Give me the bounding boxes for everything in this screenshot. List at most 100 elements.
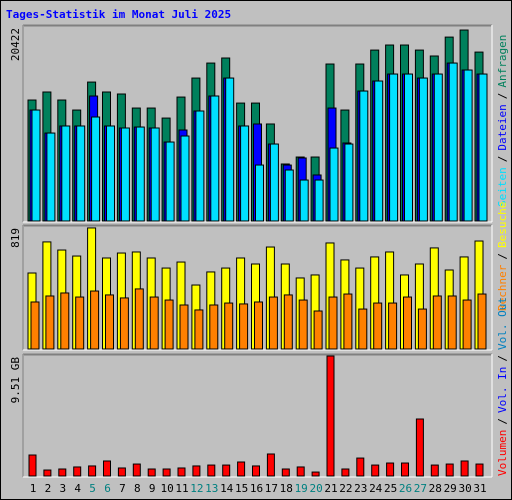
legend-entry: Rechner	[496, 264, 509, 311]
y-tick-label: 20422	[9, 28, 22, 61]
bar	[90, 290, 100, 350]
bar	[46, 132, 56, 222]
legend: Rechner / Besuche	[496, 202, 509, 311]
legend-separator: /	[496, 156, 509, 163]
x-tick-label: 21	[324, 482, 337, 495]
bar	[149, 296, 159, 350]
bar	[177, 467, 186, 477]
x-tick-label: 30	[458, 482, 471, 495]
bar	[359, 90, 369, 222]
legend-separator: /	[496, 253, 509, 260]
x-tick-label: 7	[119, 482, 126, 495]
bar	[103, 460, 111, 477]
bar	[329, 147, 339, 222]
bar	[284, 169, 294, 222]
bar	[299, 179, 309, 222]
bar	[75, 296, 85, 350]
x-tick-label: 31	[473, 482, 486, 495]
panel	[23, 354, 492, 477]
x-tick-label: 15	[235, 482, 248, 495]
bar	[403, 296, 412, 350]
bar	[314, 179, 324, 222]
bar	[389, 73, 399, 222]
bar	[252, 465, 260, 477]
bar	[415, 418, 424, 477]
bar	[445, 463, 454, 477]
bar	[194, 309, 204, 350]
x-tick-label: 23	[354, 482, 367, 495]
bar	[120, 127, 130, 222]
bar	[463, 69, 473, 222]
bar	[478, 73, 488, 222]
legend: Volumen / Vol. In / Vol. Out	[496, 297, 509, 476]
bar	[313, 310, 323, 350]
bar	[207, 464, 216, 477]
legend-entry: Seiten	[496, 167, 509, 207]
x-tick-label: 11	[175, 482, 188, 495]
x-tick-label: 24	[369, 482, 383, 495]
bar	[28, 454, 37, 477]
bar	[462, 299, 472, 350]
x-tick-label: 13	[205, 482, 218, 495]
bar	[343, 293, 353, 350]
x-tick-label: 6	[104, 482, 111, 495]
bar	[239, 303, 249, 350]
bar	[269, 143, 279, 222]
bar	[255, 164, 264, 222]
bar	[106, 125, 115, 222]
bar	[76, 125, 86, 222]
bar	[224, 302, 234, 350]
bar	[31, 109, 41, 222]
bar	[43, 469, 52, 477]
bar	[460, 460, 469, 477]
legend-separator: /	[496, 418, 509, 425]
x-tick-label: 26	[399, 482, 412, 495]
bar	[417, 308, 427, 350]
y-tick-label: 819	[9, 228, 22, 248]
bar	[356, 457, 365, 477]
bar	[165, 141, 175, 222]
x-tick-label: 2	[45, 482, 52, 495]
bar	[179, 304, 189, 350]
bar	[477, 293, 487, 350]
bar	[192, 465, 201, 477]
bar	[88, 465, 97, 477]
legend-entry: Anfragen	[496, 35, 509, 88]
bar	[283, 294, 293, 350]
bar	[209, 304, 219, 350]
bar	[30, 301, 40, 350]
bar	[298, 299, 308, 350]
bar	[61, 125, 71, 222]
bar	[344, 143, 354, 222]
x-tick-label: 16	[250, 482, 263, 495]
legend-entry: Besuche	[496, 202, 509, 248]
bar	[134, 288, 144, 350]
bar	[45, 295, 55, 350]
bar	[371, 464, 380, 477]
x-tick-label: 29	[444, 482, 457, 495]
bar	[210, 95, 220, 222]
bar	[432, 295, 442, 350]
x-tick-label: 12	[190, 482, 203, 495]
bar	[401, 462, 409, 477]
x-tick-label: 10	[160, 482, 173, 495]
chart-title: Tages-Statistik im Monat Juli 2025	[6, 8, 231, 21]
bar	[341, 468, 350, 477]
bar	[388, 302, 398, 350]
x-tick-label: 19	[295, 482, 308, 495]
bar	[91, 116, 101, 222]
bar	[254, 301, 263, 350]
x-tick-label: 3	[59, 482, 66, 495]
bar	[311, 471, 320, 477]
bar	[180, 135, 190, 222]
bar	[374, 80, 384, 222]
x-tick-label: 1	[30, 482, 37, 495]
bar	[386, 462, 395, 477]
x-tick-label: 9	[149, 482, 156, 495]
bar	[268, 296, 278, 350]
legend-entry: Dateien	[496, 104, 509, 150]
x-tick-label: 28	[429, 482, 442, 495]
bar	[225, 77, 235, 222]
bar	[150, 127, 160, 222]
